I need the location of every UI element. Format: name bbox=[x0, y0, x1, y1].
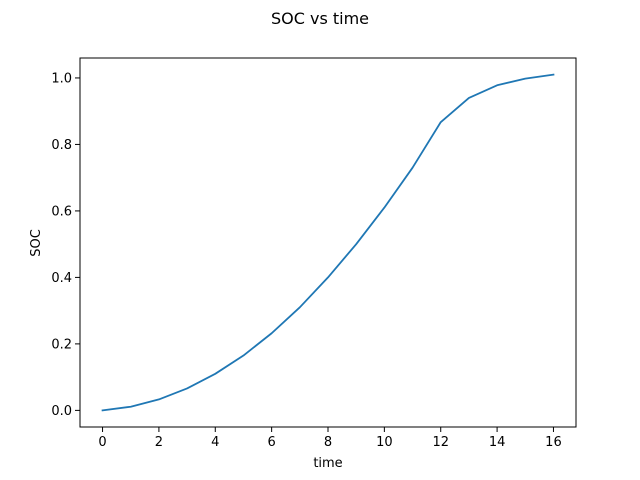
x-tick-label: 10 bbox=[376, 435, 393, 450]
x-tick-label: 6 bbox=[267, 435, 275, 450]
y-axis: 0.0 0.2 0.4 0.6 0.8 1.0 bbox=[51, 71, 80, 419]
x-tick-label: 14 bbox=[489, 435, 506, 450]
y-tick-label: 0.0 bbox=[51, 404, 72, 419]
x-tick-label: 2 bbox=[155, 435, 163, 450]
x-tick-label: 4 bbox=[211, 435, 219, 450]
chart-title: SOC vs time bbox=[271, 9, 369, 28]
x-axis: 0 2 4 6 8 10 12 14 16 bbox=[98, 427, 562, 450]
x-tick-label: 8 bbox=[324, 435, 332, 450]
plot-frame bbox=[79, 57, 577, 428]
series-layer bbox=[101, 73, 555, 412]
x-tick-label: 12 bbox=[432, 435, 449, 450]
y-tick-label: 0.6 bbox=[51, 204, 72, 219]
y-tick-label: 0.2 bbox=[51, 337, 72, 352]
plot-area: 0 2 4 6 8 10 12 14 16 0.0 0.2 0.4 0.6 0.8 1.0 bbox=[51, 57, 577, 450]
y-axis-label: SOC bbox=[29, 229, 44, 257]
y-tick-label: 0.8 bbox=[51, 138, 72, 153]
x-tick-label: 16 bbox=[545, 435, 562, 450]
y-tick-label: 0.4 bbox=[51, 271, 72, 286]
x-axis-label: time bbox=[313, 456, 342, 471]
y-tick-label: 1.0 bbox=[51, 71, 72, 86]
soc-series-line bbox=[101, 73, 555, 412]
x-tick-label: 0 bbox=[98, 435, 106, 450]
